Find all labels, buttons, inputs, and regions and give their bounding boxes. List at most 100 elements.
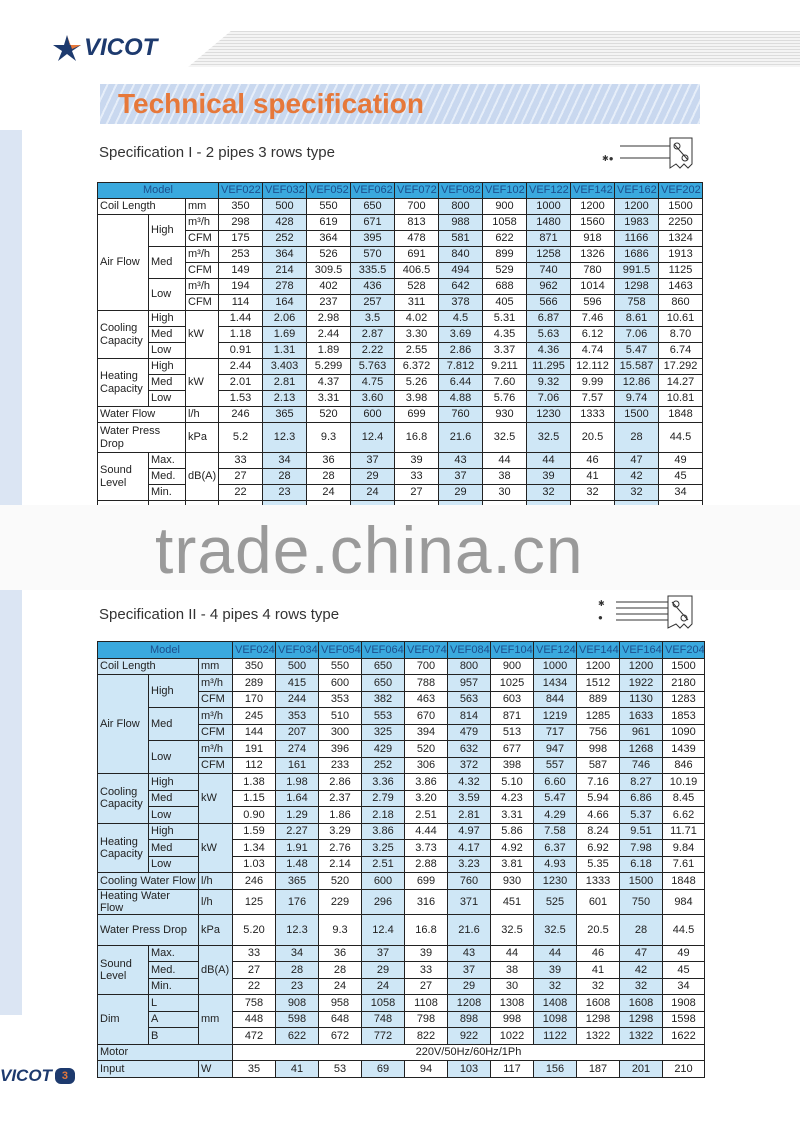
value-cell: 1219 [533,707,577,725]
value-cell: 252 [361,756,405,774]
value-cell: 39 [526,468,571,485]
value-cell: 760 [438,406,483,423]
model-column-header: VEF052 [306,182,351,199]
value-cell: 7.58 [533,822,577,840]
table-row: Heating Capacity High kW 2.44 3.403 5.299 5.76… [97,358,703,407]
level-label: Low [148,278,186,311]
value-cell: 5.86 [490,822,534,840]
row-label: Heating Water Flow [97,888,199,915]
value-cell: 988 [438,214,483,231]
merged-value: 220V/50Hz/60Hz/1Ph [232,1043,705,1062]
value-cell: 38 [490,961,534,979]
value-cell: 2.76 [318,839,362,857]
value-cell: 7.46 [570,310,615,327]
value-cell: 900 [490,657,534,675]
value-cell: 844 [533,690,577,708]
table-row: Water Press Drop kPa 5.20 12.3 9.3 12.4 16.8 21… [97,913,705,946]
value-cell: 5.26 [394,374,439,391]
value-cell: 1090 [662,723,705,741]
value-cell: 353 [275,707,319,725]
value-cell: 2.22 [350,342,395,359]
value-cell: 1480 [526,214,571,231]
spec1-table: Model VEF022 VEF032 VEF052 VEF062 VEF072 VEF08… [97,182,703,507]
value-cell: 9.74 [614,390,659,407]
value-cell: 244 [275,690,319,708]
value-cell: 9.99 [570,374,615,391]
value-cell: 405 [482,294,527,311]
value-cell: 1000 [533,657,577,675]
value-cell: 1853 [662,707,705,725]
value-cell: 41 [570,468,615,485]
value-cell: 36 [318,944,362,963]
value-cell: 6.372 [394,358,439,375]
value-cell: 1633 [619,707,663,725]
value-cell: 2.01 [218,374,263,391]
group-label: Cooling Capacity [97,773,149,824]
svg-text:✱: ✱ [598,599,605,608]
value-cell: 448 [232,1010,276,1029]
value-cell: 33 [232,944,276,963]
model-column-header: VEF102 [482,182,527,199]
value-cell: 16.8 [394,422,439,453]
value-cell: 28 [262,468,307,485]
value-cell: 4.17 [447,839,491,857]
value-cell: 32 [570,484,615,501]
value-cell: 1.53 [218,390,263,407]
value-cell: 1230 [533,872,577,890]
value-cell: 316 [404,888,448,915]
value-cell: 3.73 [404,839,448,857]
value-cell: 570 [350,246,395,263]
value-cell: 1322 [619,1027,663,1045]
value-cell: 699 [404,872,448,890]
value-cell: 3.5 [350,310,395,327]
table-row: CFM 112 161 233 252 306 372 398 557 587 746 846 [98,756,705,774]
level-label: Max. [148,944,199,963]
table-row: Med m³/h 245 353 510 553 670 814 871 1219 1285 1633… [98,707,705,741]
value-cell: 3.69 [438,326,483,343]
value-cell: 39 [394,452,439,469]
value-cell: 49 [662,944,705,963]
value-cell: 41 [576,961,620,979]
value-cell: 1.15 [232,789,276,807]
value-cell: 44 [533,944,577,963]
value-cell: 813 [394,214,439,231]
value-cell: 1200 [576,657,620,675]
table-row: CFM 170 244 353 382 463 563 603 844 889 1130 1283 [98,690,705,708]
value-cell: 5.37 [619,806,663,824]
value-cell: 2.27 [275,822,319,840]
level-label: Min. [148,484,186,501]
value-cell: 3.403 [262,358,307,375]
model-column-header: VEF062 [350,182,395,199]
value-cell: 677 [490,740,534,758]
value-cell: 2.18 [361,806,405,824]
value-cell: 21.6 [438,422,483,453]
brand-logo: VICOT [52,33,157,63]
value-cell: 44 [526,452,571,469]
value-cell: 3.86 [404,773,448,791]
value-cell: 35 [232,1060,276,1078]
value-cell: 32 [526,484,571,501]
value-cell: 7.60 [482,374,527,391]
value-cell: 1298 [576,1010,620,1029]
value-cell: 520 [306,406,351,423]
value-cell: 44.5 [662,913,705,946]
value-cell: 1.98 [275,773,319,791]
value-cell: 908 [275,994,319,1012]
level-label: Med [148,839,199,857]
model-column-header: VEF164 [619,641,663,659]
value-cell: 300 [318,723,362,741]
value-cell: 23 [275,977,319,996]
value-cell: 1922 [619,674,663,692]
value-cell: 930 [490,872,534,890]
value-cell: 670 [404,707,448,725]
table-row: CFM 114 164 237 257 311 378 405 566 596 758 860 [98,294,703,311]
level-label: B [148,1027,199,1045]
value-cell: 5.763 [350,358,395,375]
value-cell: 2.44 [218,358,263,375]
value-cell: 899 [482,246,527,263]
value-cell: 5.76 [482,390,527,407]
model-column-header: VEF054 [318,641,362,659]
value-cell: 6.60 [533,773,577,791]
value-cell: 1125 [658,262,703,279]
unit-cell: CFM [198,723,233,741]
